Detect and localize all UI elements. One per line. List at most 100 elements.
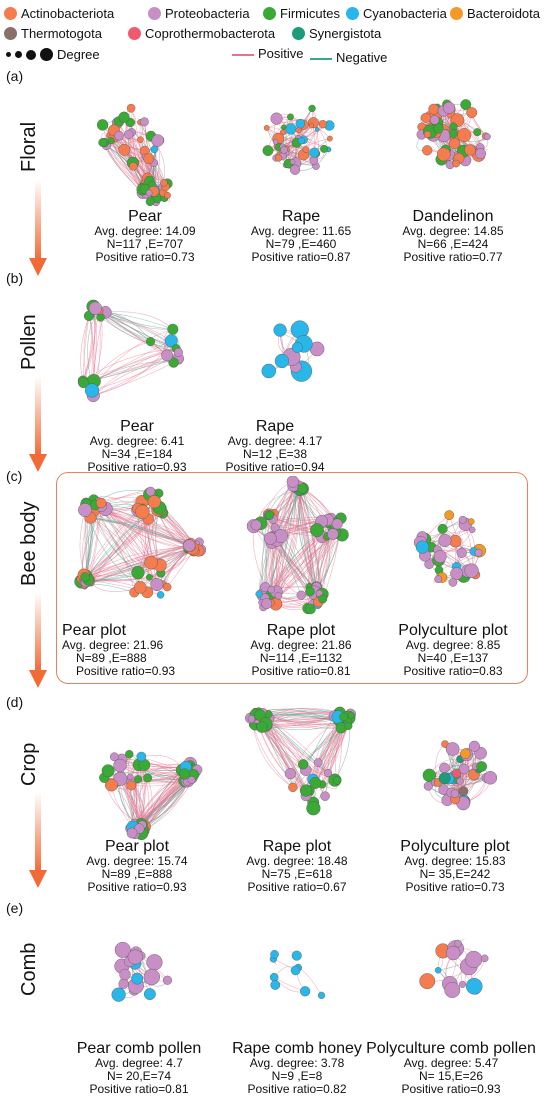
network-node: [309, 123, 315, 129]
network-node: [143, 988, 156, 1000]
row-title-comb: Comb: [18, 942, 40, 996]
network-node: [309, 147, 320, 158]
network-node: [476, 761, 487, 772]
network-node: [464, 144, 476, 156]
network-node: [287, 113, 294, 121]
degree-large-dot-icon: [26, 49, 36, 60]
panel-label-e: (e): [6, 900, 24, 916]
network-node: [281, 124, 287, 130]
legend-item-synergistota: Synergistota: [292, 26, 381, 42]
degree-legend: Degree: [6, 46, 104, 64]
network-node: [468, 518, 475, 525]
caption-comb-pear: Pear comb pollen Avg. degree: 4.7 N= 20,E=…: [76, 1040, 202, 1096]
cyanobacteria-dot-icon: [346, 7, 359, 20]
network-node: [466, 107, 478, 119]
network-node: [331, 518, 343, 530]
network-edge: [87, 310, 100, 384]
negative-legend: Negative: [310, 50, 387, 65]
network-node: [263, 125, 270, 131]
network-node: [131, 972, 144, 985]
network-node: [456, 777, 464, 785]
network-node: [118, 143, 131, 156]
degree-medium-dot-icon: [15, 51, 22, 59]
caption-crop-rape: Rape plot Avg. degree: 18.48 N=75 ,E=618 Po…: [246, 838, 348, 894]
network-node: [261, 363, 277, 379]
panel-label-c: (c): [6, 468, 23, 484]
panel-label-b: (b): [6, 270, 24, 286]
network-node: [291, 950, 302, 961]
network-node: [168, 357, 179, 368]
network-node: [162, 582, 172, 592]
network-node: [80, 572, 90, 582]
network-node: [449, 129, 458, 138]
down-arrow-icon: [29, 792, 47, 888]
network-edge: [252, 724, 294, 788]
network-node: [464, 563, 479, 578]
network-node: [270, 950, 279, 959]
network-node: [101, 764, 115, 778]
network-node: [474, 548, 483, 557]
synergistota-dot-icon: [292, 27, 305, 40]
network-node: [438, 533, 452, 547]
caption-floral-dandelion: Dandelinon Avg. degree: 14.85 N=66 ,E=424 P…: [402, 208, 504, 264]
network-edge: [84, 512, 163, 578]
legend-item-thermotogota: Thermotogota: [4, 26, 102, 42]
network-edge: [299, 491, 317, 588]
network-node: [296, 590, 306, 600]
network-node: [444, 510, 455, 521]
caption-crop-polyculture: Polyculture plot Avg. degree: 15.83 N= 35,…: [400, 838, 510, 894]
network-node: [458, 786, 469, 797]
network-node: [147, 495, 161, 509]
network-node: [439, 762, 450, 774]
network-node: [167, 323, 179, 335]
network-graph: [413, 510, 487, 587]
thermotogota-dot-icon: [4, 27, 17, 40]
network-edge: [299, 485, 310, 587]
network-node: [270, 112, 283, 125]
network-node: [323, 768, 333, 778]
network-node: [134, 775, 143, 784]
caption-pollen-pear: Pear Avg. degree: 6.41 N=34 ,E=184 Positive…: [87, 418, 187, 474]
network-node: [104, 778, 118, 792]
network-node: [145, 486, 156, 497]
network-node: [126, 827, 138, 839]
legend-item-actinobacteriota: Actinobacteriota: [4, 6, 114, 22]
degree-label: Degree: [57, 47, 100, 63]
caption-bee-polyculture: Polyculture plot Avg. degree: 8.85 N=40 ,E…: [398, 622, 508, 678]
network-node: [310, 523, 324, 537]
legend-item-bacteroidota: Bacteroidota: [450, 6, 540, 22]
network-node: [131, 565, 145, 580]
network-node: [275, 154, 283, 162]
network-node: [299, 784, 313, 797]
network-graph: [77, 299, 185, 403]
network-node: [256, 721, 268, 733]
network-node: [327, 528, 339, 540]
network-node: [145, 336, 156, 347]
network-node: [422, 768, 437, 783]
degree-xlarge-dot-icon: [40, 48, 53, 62]
actinobacteriota-dot-icon: [4, 7, 17, 20]
network-node: [145, 189, 153, 197]
negative-line-icon: [310, 57, 332, 60]
network-node: [289, 159, 296, 165]
network-node: [135, 504, 150, 519]
network-node: [145, 197, 155, 207]
caption-bee-rape: Rape plot Avg. degree: 21.86 N=114 ,E=1132…: [250, 622, 352, 678]
panel-label-a: (a): [6, 68, 24, 84]
network-graph: [245, 706, 356, 816]
network-node: [95, 497, 107, 509]
network-node: [269, 972, 279, 982]
network-node: [457, 128, 472, 143]
network-node: [332, 776, 342, 785]
network-node: [458, 763, 470, 775]
network-node: [143, 773, 153, 783]
network-node: [145, 573, 153, 581]
caption-crop-pear: Pear plot Avg. degree: 15.74 N=89 ,E=888 Po…: [86, 838, 188, 894]
network-node: [450, 789, 459, 798]
network-node: [274, 591, 283, 600]
network-node: [284, 768, 296, 780]
network-node: [419, 973, 436, 990]
network-node: [164, 191, 171, 199]
network-node: [420, 112, 431, 123]
network-node: [459, 981, 466, 988]
